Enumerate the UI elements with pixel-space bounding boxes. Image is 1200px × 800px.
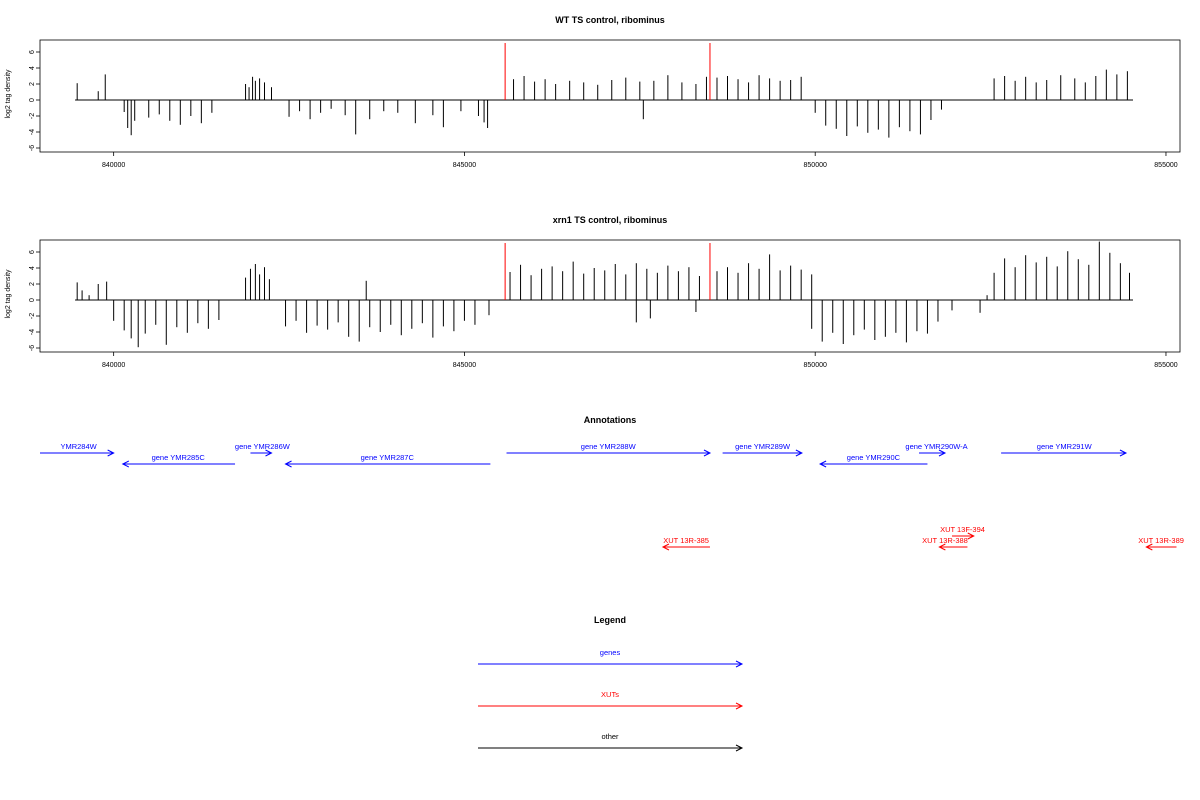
- xrn1-x-tick-label: 840000: [102, 362, 125, 369]
- xrn1-x-axis: 840000 845000 850000 855000: [102, 352, 1178, 369]
- gene-label: gene YMR289W: [735, 442, 791, 451]
- gene-label: gene YMR288W: [581, 442, 637, 451]
- wt-coverage-panel: WT TS control, ribominus log2 tag densit…: [5, 15, 1181, 169]
- wt-y-tick-label: 2: [29, 82, 36, 86]
- wt-y-tick-label: 4: [29, 66, 36, 70]
- gene-label: gene YMR290W-A: [905, 442, 967, 451]
- xrn1-y-tick-label: 2: [29, 282, 36, 286]
- legend-arrow-head-xut: [735, 702, 744, 710]
- wt-y-axis: -6 -4 -2 0 2 4 6: [29, 50, 40, 151]
- xut-label: XUT 13R-389: [1138, 536, 1184, 545]
- annotations-title: Annotations: [584, 415, 637, 425]
- xrn1-y-axis: -6 -4 -2 0 2 4 6: [29, 250, 40, 351]
- annotations-track: Annotations YMR284W gene YMR285C gene YMR2…: [40, 415, 1184, 551]
- wt-y-tick-label: -6: [29, 145, 36, 151]
- annotation-features: YMR284W gene YMR285C gene YMR286W gene YMR2…: [40, 442, 1184, 551]
- xut-arrow-head: [1145, 543, 1153, 551]
- gene-arrow-head: [1119, 449, 1128, 457]
- xrn1-signal-bars: [75, 241, 1133, 348]
- wt-x-tick-label: 840000: [102, 162, 125, 169]
- gene-arrow-head: [938, 449, 947, 457]
- legend-label-xut: XUTs: [601, 690, 619, 699]
- xrn1-coverage-panel: xrn1 TS control, ribominus log2 tag dens…: [5, 215, 1181, 369]
- wt-plot-frame: [39, 39, 1181, 153]
- legend-title: Legend: [594, 615, 626, 625]
- gene-arrow-head: [818, 460, 827, 468]
- xrn1-y-axis-label: log2 tag density: [5, 269, 12, 319]
- wt-signal-bars: [75, 43, 1133, 138]
- gene-label: gene YMR291W: [1037, 442, 1093, 451]
- wt-y-tick-label: 0: [29, 98, 36, 102]
- wt-x-tick-label: 850000: [804, 162, 827, 169]
- xut-arrow-head: [967, 532, 975, 540]
- xrn1-plot-frame: [39, 239, 1181, 353]
- xrn1-y-tick-label: 0: [29, 298, 36, 302]
- wt-x-tick-label: 855000: [1154, 162, 1177, 169]
- xut-label: XUT 13F-394: [940, 525, 985, 534]
- gene-label: gene YMR287C: [361, 453, 415, 462]
- legend-arrow-head-other: [735, 744, 744, 752]
- gene-label: gene YMR285C: [152, 453, 206, 462]
- xrn1-y-tick-label: -6: [29, 345, 36, 351]
- xrn1-y-tick-label: 4: [29, 266, 36, 270]
- xrn1-panel-title: xrn1 TS control, ribominus: [553, 215, 668, 225]
- legend-label-other: other: [601, 732, 619, 741]
- wt-y-axis-label: log2 tag density: [5, 69, 12, 119]
- gene-arrow-head: [795, 449, 803, 457]
- xrn1-x-tick-label: 850000: [804, 362, 827, 369]
- wt-x-axis: 840000 845000 850000 855000: [102, 152, 1178, 169]
- legend-label-gene: genes: [600, 648, 621, 657]
- xut-arrow-head: [661, 543, 670, 551]
- xut-arrow-head: [938, 543, 946, 551]
- gene-arrow-head: [284, 460, 292, 468]
- xrn1-x-tick-label: 855000: [1154, 362, 1177, 369]
- wt-x-tick-label: 845000: [453, 162, 476, 169]
- xut-label: XUT 13R-385: [663, 536, 709, 545]
- xrn1-x-tick-label: 845000: [453, 362, 476, 369]
- xut-label: XUT 13R-388: [922, 536, 968, 545]
- gene-arrow-head: [703, 449, 712, 457]
- gene-label: gene YMR286W: [235, 442, 291, 451]
- gene-arrow-head: [107, 449, 115, 457]
- legend-arrow-head-gene: [735, 660, 744, 668]
- xrn1-y-tick-label: -4: [29, 329, 36, 335]
- legend-items: genes XUTs other: [478, 648, 744, 752]
- xrn1-y-tick-label: 6: [29, 250, 36, 254]
- gene-arrow-head: [265, 449, 273, 457]
- wt-y-tick-label: -4: [29, 129, 36, 135]
- wt-y-tick-label: 6: [29, 50, 36, 54]
- wt-panel-title: WT TS control, ribominus: [555, 15, 665, 25]
- gene-label: YMR284W: [60, 442, 97, 451]
- wt-y-tick-label: -2: [29, 113, 36, 119]
- gene-label: gene YMR290C: [847, 453, 901, 462]
- legend: Legend genes XUTs other: [478, 615, 744, 752]
- xrn1-y-tick-label: -2: [29, 313, 36, 319]
- gene-arrow-head: [121, 460, 130, 468]
